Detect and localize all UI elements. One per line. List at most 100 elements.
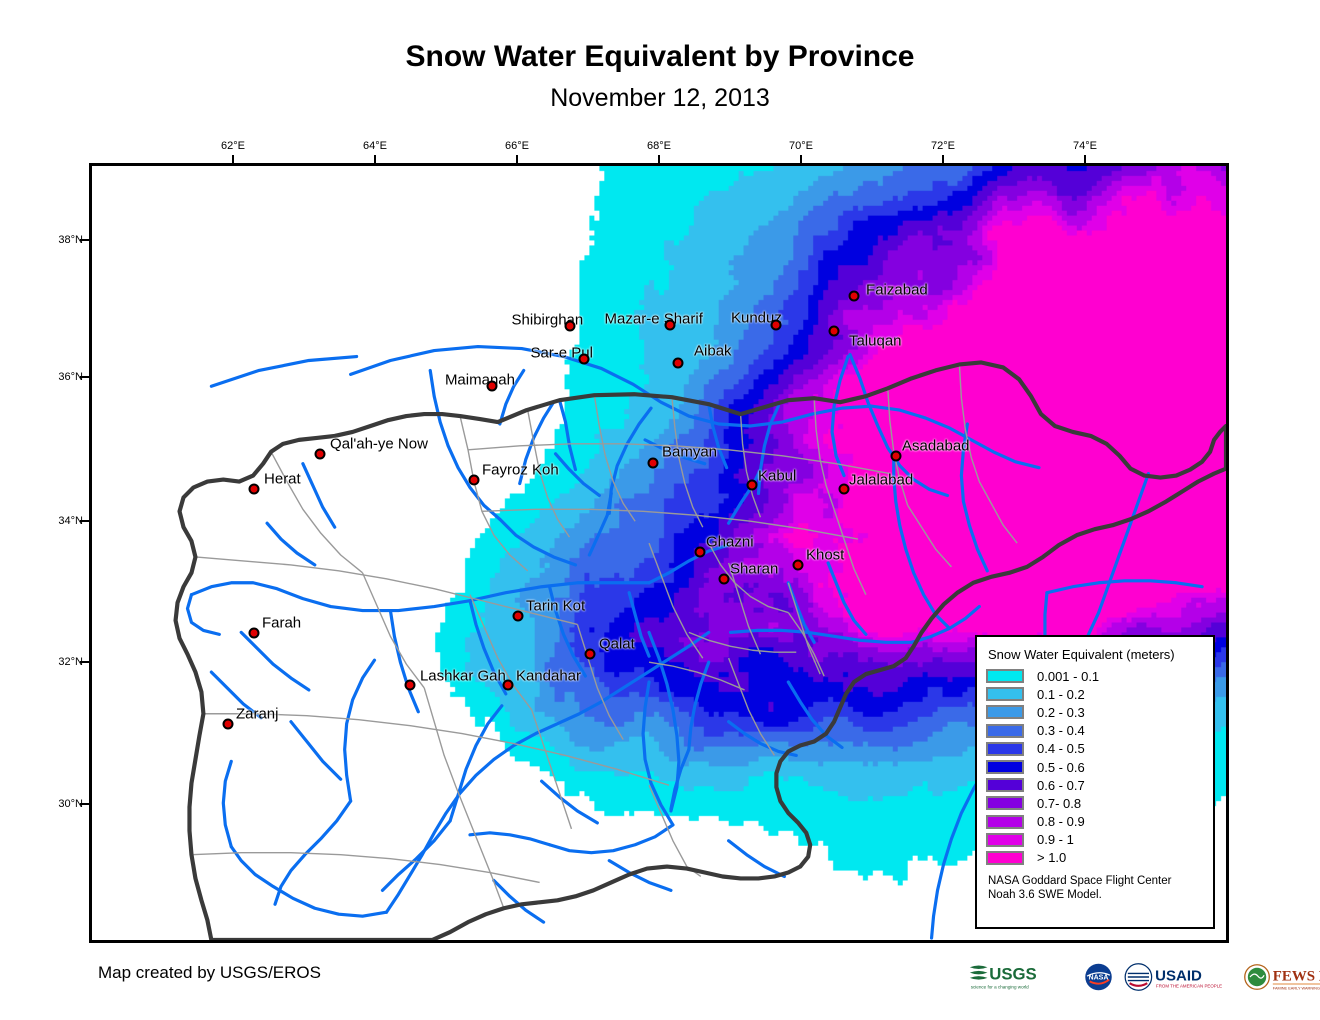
city-marker-kandahar[interactable]: [502, 679, 514, 691]
city-marker-fayroz-koh[interactable]: [468, 474, 480, 486]
city-marker-ghazni[interactable]: [694, 546, 706, 558]
city-marker-faizabad[interactable]: [848, 290, 860, 302]
legend-panel: Snow Water Equivalent (meters) 0.001 - 0…: [975, 635, 1215, 929]
city-label-khost: Khost: [805, 546, 845, 564]
province-borders-layer: [191, 364, 1018, 909]
river-path: [727, 468, 763, 525]
river-path: [448, 704, 504, 823]
legend-swatch-1: [986, 687, 1024, 702]
svg-text:USAID: USAID: [1155, 968, 1202, 985]
city-marker-taluqan[interactable]: [828, 325, 840, 337]
province-border-path: [688, 631, 797, 653]
legend-row-4: 0.4 - 0.5: [986, 740, 1204, 758]
city-marker-asadabad[interactable]: [890, 450, 902, 462]
river-path: [229, 845, 389, 918]
river-path: [587, 491, 613, 557]
city-marker-sharan[interactable]: [718, 573, 730, 585]
river-path: [848, 352, 950, 498]
legend-row-8: 0.8 - 0.9: [986, 813, 1204, 831]
river-path: [627, 591, 651, 658]
lat-tick-label-3: 32°N: [58, 655, 83, 668]
legend-row-6: 0.6 - 0.7: [986, 776, 1204, 794]
city-label-lashkar-gah: Lashkar Gah: [419, 667, 506, 685]
province-border-path: [958, 364, 980, 482]
national-border-layer: [173, 360, 1226, 940]
legend-title: Snow Water Equivalent (meters): [988, 647, 1175, 662]
river-path: [498, 368, 526, 426]
legend-label-8: 0.8 - 0.9: [1037, 814, 1085, 830]
province-border-path: [787, 582, 821, 675]
province-border-path: [727, 562, 762, 655]
city-marker-bamyan[interactable]: [647, 457, 659, 469]
province-border-path: [727, 657, 775, 756]
city-marker-maimanah[interactable]: [486, 380, 498, 392]
legend-label-7: 0.7- 0.8: [1037, 795, 1082, 811]
city-label-kandahar: Kandahar: [515, 667, 582, 685]
city-marker-qalat[interactable]: [584, 648, 596, 660]
city-marker-tarin-kot[interactable]: [512, 610, 524, 622]
national-border-path: [173, 360, 1226, 940]
lat-tick-mark-0: [80, 238, 89, 241]
city-marker-kabul[interactable]: [746, 479, 758, 491]
legend-row-5: 0.5 - 0.6: [986, 758, 1204, 776]
lon-tick-label-0: 62°E: [220, 140, 245, 152]
river-path: [707, 402, 729, 470]
lat-tick-label-0: 38°N: [58, 233, 83, 246]
city-marker-herat[interactable]: [248, 483, 260, 495]
city-marker-zaranj[interactable]: [222, 718, 234, 730]
map-frame[interactable]: Faizabad Shibirghan Mazar-e Sharif Kunduz Ta…: [89, 163, 1229, 943]
river-path: [273, 799, 353, 906]
city-label-herat: Herat: [264, 470, 301, 488]
province-border-path: [648, 661, 745, 691]
river-path: [209, 354, 359, 388]
legend-label-5: 0.5 - 0.6: [1037, 759, 1085, 775]
page-subtitle: November 12, 2013: [550, 84, 770, 112]
lat-tick-label-2: 34°N: [58, 515, 83, 528]
city-marker-mazar-e-sharif[interactable]: [664, 319, 676, 331]
city-marker-qal-ah-ye-now[interactable]: [314, 448, 326, 460]
legend-row-2: 0.2 - 0.3: [986, 703, 1204, 721]
river-path: [428, 368, 502, 521]
province-border-path: [787, 612, 825, 677]
svg-text:FEWS NET: FEWS NET: [1273, 969, 1320, 985]
river-path: [641, 680, 675, 827]
city-label-farah: Farah: [261, 614, 302, 632]
legend-label-3: 0.3 - 0.4: [1037, 723, 1085, 739]
river-path: [647, 543, 731, 585]
city-marker-aibak[interactable]: [672, 357, 684, 369]
lon-tick-label-2: 66°E: [504, 140, 529, 152]
lon-tick-label-1: 64°E: [363, 140, 388, 152]
province-border-path: [813, 398, 835, 510]
legend-label-0: 0.001 - 0.1: [1037, 668, 1100, 684]
river-path: [786, 680, 844, 750]
city-label-asadabad: Asadabad: [901, 437, 970, 455]
city-marker-kunduz[interactable]: [770, 319, 782, 331]
legend-swatch-9: [986, 832, 1024, 847]
svg-text:science for a changing world: science for a changing world: [971, 984, 1029, 989]
lon-tick-mark-6: [1084, 155, 1087, 164]
lon-tick-mark-5: [941, 155, 944, 164]
city-marker-lashkar-gah[interactable]: [404, 679, 416, 691]
legend-source: NASA Goddard Space Flight Center Noah 3.…: [988, 874, 1204, 903]
river-path: [540, 779, 599, 825]
province-border-path: [739, 414, 762, 518]
lat-tick-label-1: 36°N: [58, 371, 83, 384]
lon-tick-label-3: 68°E: [647, 140, 671, 152]
city-marker-shibirghan[interactable]: [564, 320, 576, 332]
city-marker-jalalabad[interactable]: [838, 483, 850, 495]
river-path: [349, 345, 1041, 470]
legend-label-2: 0.2 - 0.3: [1037, 704, 1085, 720]
city-label-aibak: Aibak: [694, 342, 732, 360]
river-path: [607, 406, 653, 515]
river-path: [343, 658, 377, 803]
river-path: [239, 630, 311, 692]
river-path: [185, 593, 221, 636]
fewsnet-logo: FEWS NET FAMINE EARLY WARNING SYSTEMS NE…: [1244, 964, 1320, 990]
city-marker-sar-e-pul[interactable]: [578, 353, 590, 365]
city-marker-farah[interactable]: [248, 627, 260, 639]
city-marker-khost[interactable]: [792, 559, 804, 571]
city-label-zaranj: Zaranj: [235, 705, 279, 723]
river-path: [669, 747, 691, 811]
river-path: [468, 831, 552, 847]
